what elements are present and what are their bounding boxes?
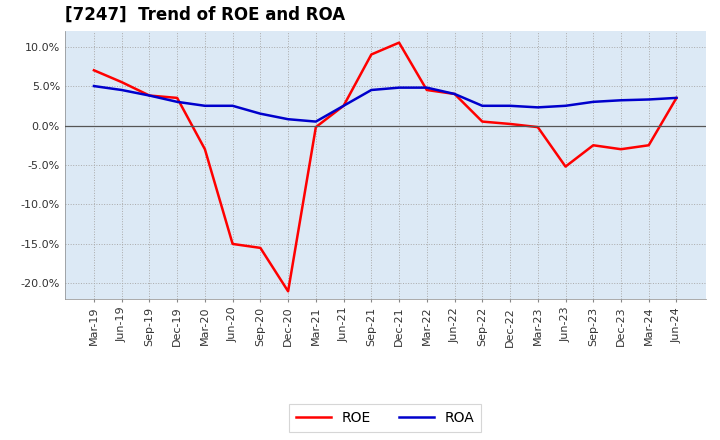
ROE	[561, 164, 570, 169]
ROA	[534, 105, 542, 110]
ROE	[395, 40, 403, 45]
ROA	[201, 103, 210, 108]
Legend: ROE, ROA: ROE, ROA	[289, 404, 482, 432]
ROE	[145, 93, 154, 98]
ROE	[589, 143, 598, 148]
ROE	[201, 147, 210, 152]
ROA	[256, 111, 265, 116]
ROA	[450, 92, 459, 97]
ROA	[561, 103, 570, 108]
ROE	[672, 95, 681, 101]
ROA	[339, 103, 348, 108]
ROE	[367, 52, 376, 57]
ROE	[117, 80, 126, 85]
ROE	[339, 103, 348, 108]
ROE	[616, 147, 625, 152]
ROA	[284, 117, 292, 122]
ROE	[478, 119, 487, 124]
ROE	[450, 92, 459, 97]
ROA	[228, 103, 237, 108]
Line: ROA: ROA	[94, 86, 677, 121]
ROE	[89, 68, 98, 73]
ROE	[284, 289, 292, 294]
ROA	[672, 95, 681, 101]
ROA	[117, 88, 126, 93]
ROE	[312, 125, 320, 130]
ROA	[644, 97, 653, 102]
ROE	[644, 143, 653, 148]
ROA	[367, 88, 376, 93]
ROA	[395, 85, 403, 90]
ROA	[616, 98, 625, 103]
ROE	[534, 125, 542, 130]
ROE	[505, 121, 514, 127]
ROE	[173, 95, 181, 101]
ROE	[228, 241, 237, 246]
ROA	[423, 85, 431, 90]
Line: ROE: ROE	[94, 43, 677, 291]
ROA	[589, 99, 598, 104]
ROA	[89, 84, 98, 89]
ROE	[423, 88, 431, 93]
Text: [7247]  Trend of ROE and ROA: [7247] Trend of ROE and ROA	[65, 6, 345, 24]
ROA	[173, 99, 181, 104]
ROE	[256, 245, 265, 250]
ROA	[478, 103, 487, 108]
ROA	[312, 119, 320, 124]
ROA	[505, 103, 514, 108]
ROA	[145, 93, 154, 98]
